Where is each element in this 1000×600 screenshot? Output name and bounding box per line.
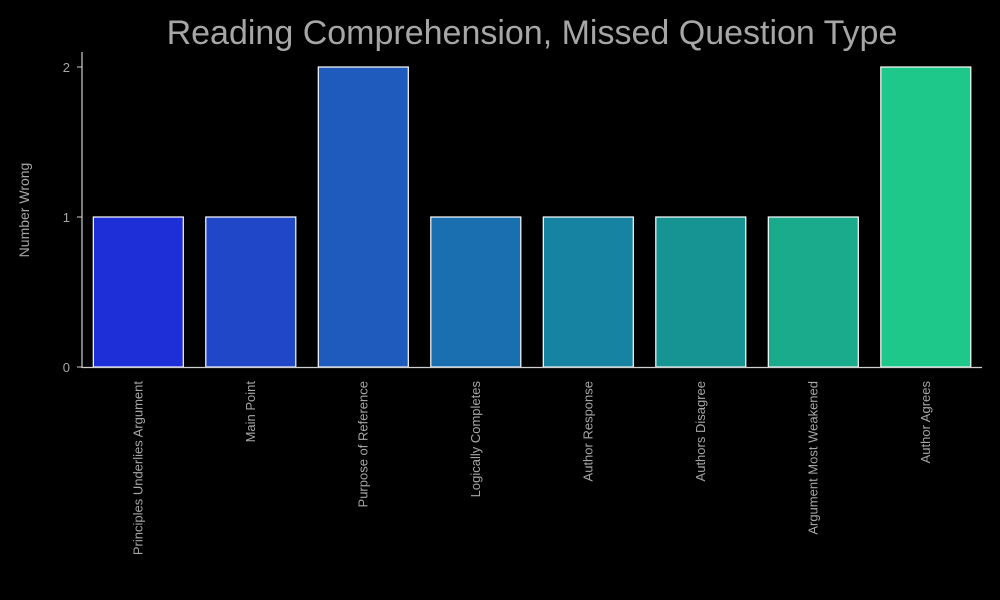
x-tick-label: Authors Disagree xyxy=(693,381,708,481)
x-ticks-group: Principles Underlies Argument Main Point P… xyxy=(130,381,933,556)
bar-main-point xyxy=(205,216,297,368)
bar-author-agrees xyxy=(880,66,972,368)
bar-principles-underlies-argument xyxy=(92,216,184,368)
x-tick-label: Logically Completes xyxy=(468,381,483,498)
bar-purpose-of-reference xyxy=(317,66,409,368)
x-tick-label: Principles Underlies Argument xyxy=(130,381,145,556)
x-tick-label: Purpose of Reference xyxy=(355,381,370,507)
y-axis-label: Number Wrong xyxy=(16,163,32,258)
y-tick-label: 1 xyxy=(63,210,70,225)
y-ticks-group: 0 1 2 xyxy=(63,60,82,375)
bar-author-response xyxy=(542,216,634,368)
chart-title: Reading Comprehension, Missed Question T… xyxy=(167,14,898,52)
y-tick-label: 0 xyxy=(63,360,70,375)
bar-logically-completes xyxy=(430,216,522,368)
x-tick-label: Main Point xyxy=(243,381,258,443)
x-tick-label: Author Response xyxy=(580,381,595,481)
x-tick-label: Argument Most Weakened xyxy=(805,381,820,535)
bars-group xyxy=(92,66,972,368)
bar-argument-most-weakened xyxy=(767,216,859,368)
x-tick-label: Author Agrees xyxy=(918,381,933,464)
y-tick-label: 2 xyxy=(63,60,70,75)
bar-authors-disagree xyxy=(655,216,747,368)
